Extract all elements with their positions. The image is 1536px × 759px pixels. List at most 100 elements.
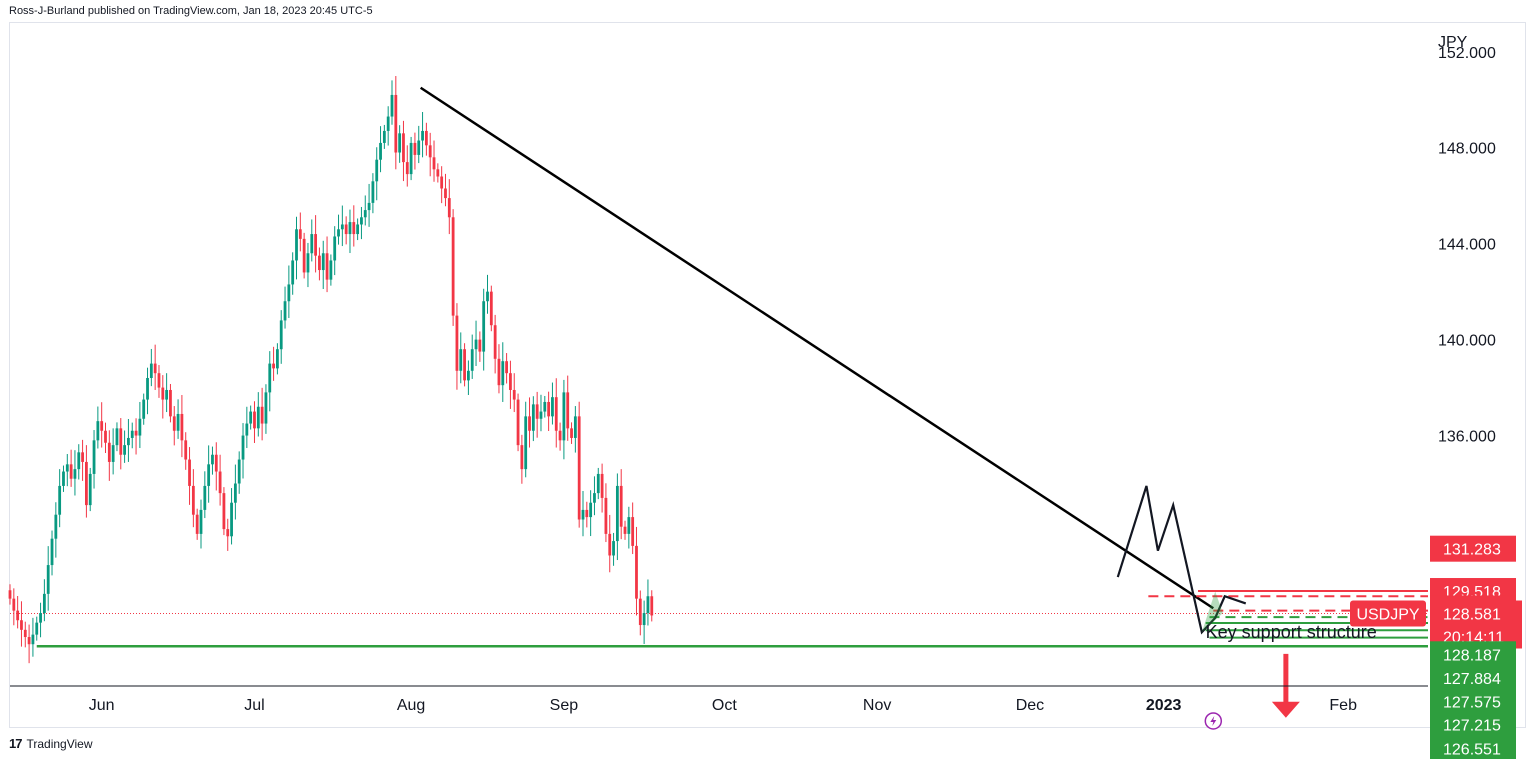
candle-body <box>211 454 214 465</box>
candle-body <box>12 598 16 611</box>
support-annotation: Key support structure <box>1206 622 1377 642</box>
candle-body <box>149 363 153 378</box>
x-tick-label: Oct <box>712 697 737 714</box>
candle-body <box>291 260 295 285</box>
candle-body <box>306 253 310 273</box>
candle-body <box>153 363 157 374</box>
y-tick-label: 148.000 <box>1438 141 1496 158</box>
candle-body <box>409 142 413 175</box>
price-tag-label: 128.187 <box>1443 647 1501 664</box>
price-tag[interactable]: 128.187 <box>1430 641 1516 668</box>
y-axis-ticks: 152.000 148.000 144.000 140.000 136.000 <box>1438 45 1496 446</box>
pattern-highlight <box>1201 591 1223 633</box>
price-tag-label: 131.283 <box>1443 542 1501 559</box>
y-tick-label: 144.000 <box>1438 237 1496 254</box>
price-tag[interactable]: 131.283 <box>1430 535 1516 562</box>
candle-body <box>69 464 73 479</box>
candle-body <box>50 538 54 566</box>
candle-body <box>176 413 180 431</box>
tradingview-logo-icon: 17 <box>9 736 23 751</box>
candle-body <box>8 590 12 599</box>
candle-body <box>340 224 344 230</box>
candle-body <box>543 401 547 412</box>
candle-body <box>85 461 88 506</box>
candle-body <box>375 159 379 182</box>
candle-body <box>310 234 314 254</box>
candle-body <box>283 301 287 321</box>
candle-body <box>600 473 604 498</box>
candle-body <box>558 430 562 441</box>
candle-body <box>92 440 96 474</box>
candle-body <box>596 473 600 494</box>
price-tag[interactable]: 127.215 <box>1430 711 1516 738</box>
candle-body <box>394 94 398 153</box>
candle-body <box>318 255 321 271</box>
candle-body <box>138 418 142 436</box>
price-tag[interactable]: 126.551 <box>1430 735 1516 759</box>
candle-body <box>256 406 260 429</box>
pattern-line <box>1116 485 1247 635</box>
trendline-layer <box>419 86 1214 610</box>
price-badge <box>1430 600 1522 649</box>
candle-body <box>253 411 256 429</box>
candle-body <box>65 464 69 472</box>
candle-body <box>554 397 558 431</box>
y-tick-label: 136.000 <box>1438 429 1496 446</box>
candle-body <box>593 493 596 503</box>
candle-body <box>585 509 589 518</box>
candle-body <box>58 485 62 515</box>
candle-body <box>127 437 130 446</box>
price-tag[interactable]: 127.575 <box>1430 688 1516 715</box>
candle-body <box>421 130 424 141</box>
candle-body <box>272 363 275 369</box>
candle-body <box>489 291 493 326</box>
price-tags: 131.283129.518128.791USDJPY128.58120:14:… <box>1350 535 1522 759</box>
price-tag-label: 127.575 <box>1443 694 1501 711</box>
candle-body <box>165 389 169 400</box>
candle-body <box>451 217 455 316</box>
x-tick-label: Jun <box>89 697 115 714</box>
candle-body <box>325 253 329 280</box>
price-tag[interactable]: 127.884 <box>1430 664 1516 691</box>
candle-body <box>531 404 535 431</box>
candle-body <box>623 526 627 534</box>
candle-body <box>222 493 226 530</box>
price-badge <box>1430 641 1516 668</box>
candle-body <box>436 169 440 177</box>
candle-body <box>638 598 642 626</box>
candle-body <box>115 428 119 446</box>
candle-body <box>509 373 512 390</box>
candle-body <box>463 349 466 381</box>
candle-body <box>107 442 111 462</box>
candle-body <box>104 430 107 443</box>
candle-body <box>604 497 608 534</box>
candle-body <box>31 634 35 645</box>
candle-body <box>505 361 508 374</box>
candle-body <box>379 142 382 160</box>
candle-body <box>298 229 302 239</box>
candle-body <box>424 130 428 146</box>
footer-brand[interactable]: TradingView <box>26 736 93 751</box>
candle-body <box>444 188 447 199</box>
candle-body <box>302 238 306 273</box>
candle-body <box>337 229 340 237</box>
candle-body <box>191 485 195 515</box>
candle-body <box>54 514 58 539</box>
candle-body <box>130 430 134 438</box>
candle-body <box>428 145 432 158</box>
candle-body <box>73 469 77 479</box>
price-tag-label: 128.581 <box>1443 606 1501 623</box>
lightning-glyph <box>1210 715 1217 726</box>
candle-body <box>474 339 478 350</box>
chart-frame <box>9 22 1526 728</box>
candle-body <box>413 142 417 155</box>
candle-body <box>180 413 184 441</box>
candle-body <box>539 411 543 419</box>
candle-body <box>172 416 176 431</box>
candle-body <box>470 349 474 371</box>
candle-body <box>440 176 444 189</box>
candle-body <box>241 435 245 460</box>
candle-body <box>62 471 65 486</box>
